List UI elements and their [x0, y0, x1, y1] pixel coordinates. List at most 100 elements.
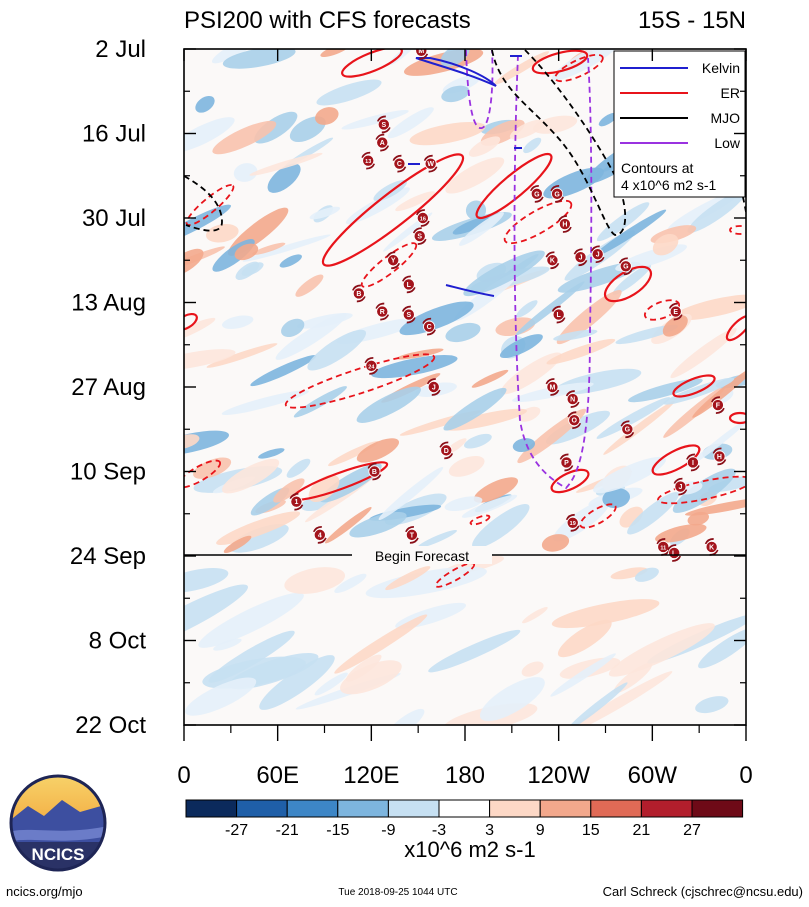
anomaly-blob — [479, 677, 545, 722]
storm-dot — [546, 254, 559, 267]
colorbar-label: 15 — [582, 822, 600, 839]
storm-dot — [568, 414, 581, 427]
storm-label: 19 — [570, 521, 576, 527]
storm-dot — [657, 540, 670, 553]
colorbar-label: -21 — [276, 822, 299, 839]
storm-swirl — [367, 462, 382, 481]
er-contour — [672, 374, 716, 398]
anomaly-blob — [533, 115, 578, 134]
storm-label: 16 — [420, 216, 426, 222]
storm-swirl — [364, 356, 379, 375]
axes: 2 Jul 16 Jul 30 Jul 13 Aug 27 Aug 10 Sep 24 Se… — [70, 36, 753, 789]
storm-swirl — [712, 447, 727, 466]
anomaly-blob — [670, 328, 737, 379]
storm-marker: N — [565, 390, 580, 408]
anomaly-blob — [193, 457, 232, 479]
storm-dot — [402, 308, 415, 321]
footer-url[interactable]: ncics.org/mjo — [6, 884, 83, 899]
storm-label: G — [623, 264, 629, 271]
chart-region: 15S - 15N — [638, 7, 746, 34]
anomaly-blob — [273, 478, 305, 503]
storm-label: 13 — [365, 159, 371, 165]
anomaly-blob — [686, 416, 746, 468]
storm-label: W — [427, 161, 434, 168]
storm-label: F — [716, 403, 721, 410]
storm-marker: 16 — [416, 209, 430, 227]
colorbar-label: 9 — [536, 822, 545, 839]
er-contour — [475, 152, 553, 220]
storm-dot — [393, 157, 406, 170]
storm-marker: 19 — [565, 513, 580, 532]
storm-swirl — [565, 390, 580, 408]
storm-swirl — [375, 133, 390, 152]
storm-label: J — [579, 255, 583, 262]
anomaly-blob — [386, 708, 425, 725]
anomaly-blob — [198, 592, 304, 648]
anomaly-blob — [279, 254, 302, 268]
storm-label: L — [407, 282, 412, 289]
mjo-contour — [184, 175, 223, 232]
er-contour-dashed — [360, 242, 418, 288]
storm-label: G — [554, 191, 560, 198]
storm-marker: B — [352, 284, 366, 303]
forecast-label: Begin Forecast — [375, 548, 469, 564]
anomaly-blob — [252, 242, 286, 255]
colorbar-label: -15 — [326, 822, 349, 839]
anomaly-blob — [441, 85, 470, 103]
er-contour — [725, 314, 746, 342]
er-contour-dashed — [503, 199, 573, 245]
storm-marker: G — [618, 257, 633, 276]
storm-label: K — [550, 258, 555, 265]
anomaly-blob — [452, 217, 490, 235]
anomaly-blob — [662, 315, 688, 337]
anomaly-blob — [473, 477, 519, 503]
er-contour — [603, 265, 653, 303]
anomaly-blob — [603, 400, 675, 455]
storm-label: 1 — [294, 499, 298, 506]
anomaly-blob — [289, 116, 326, 143]
storm-label: Y — [391, 258, 396, 265]
storm-marker: 13 — [361, 151, 376, 170]
anomaly-blob — [213, 638, 242, 651]
storm-marker: S — [376, 115, 391, 134]
anomaly-blob — [546, 338, 616, 365]
storm-swirl — [551, 305, 566, 324]
x-tick-label: 60E — [256, 762, 299, 789]
storm-swirl — [550, 184, 564, 203]
storm-swirl — [559, 453, 574, 472]
anomaly-blob — [655, 523, 707, 543]
storm-dot — [313, 528, 326, 541]
er-contour — [341, 49, 403, 78]
anomaly-blob — [522, 606, 548, 624]
anomaly-blob — [516, 300, 538, 318]
anomaly-blob — [687, 511, 710, 526]
anomaly-blob — [235, 261, 260, 280]
storm-label: M — [418, 48, 424, 55]
anomaly-blob — [602, 488, 630, 509]
anomaly-blob — [222, 458, 280, 494]
anomaly-blob — [320, 463, 382, 503]
storm-dot — [713, 450, 726, 463]
er-contour-dashed — [185, 184, 235, 226]
anomaly-blob — [428, 629, 521, 673]
legend-note-line2: 4 x10^6 m2 s-1 — [621, 177, 716, 193]
x-tick-label: 60W — [628, 762, 678, 789]
storm-dot — [376, 305, 389, 318]
storm-label: S — [381, 122, 386, 129]
anomaly-blob — [672, 468, 736, 513]
er-contour-dashed — [184, 459, 221, 489]
storm-label: J — [678, 484, 682, 491]
anomaly-blob — [334, 614, 428, 674]
er-contour — [184, 312, 198, 332]
anomaly-blob — [334, 573, 367, 594]
storm-label: P — [564, 460, 569, 467]
anomaly-blob — [399, 301, 474, 336]
storm-dot — [621, 423, 634, 436]
colorbar-swatch — [590, 799, 642, 818]
storm-label: G — [625, 427, 631, 434]
anomaly-blob — [206, 343, 278, 368]
colorbar-swatch — [640, 799, 693, 818]
anomaly-blob — [468, 136, 501, 157]
colorbar-label: -3 — [432, 822, 446, 839]
